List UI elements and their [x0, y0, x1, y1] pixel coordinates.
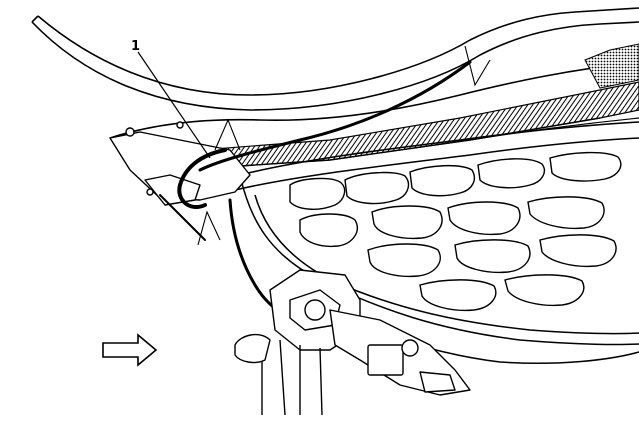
hood-outer-panel: [31, 7, 639, 139]
inner-panel-cutouts: [289, 151, 622, 312]
cowl-weatherstrip: [174, 43, 639, 171]
callout-1: 1: [131, 39, 211, 159]
callout-1-label: 1: [131, 39, 140, 54]
callout-1-leader: [137, 51, 211, 159]
datum-marks: [197, 45, 491, 246]
right-arrow-icon: [102, 333, 158, 367]
latch-module: [234, 269, 471, 416]
